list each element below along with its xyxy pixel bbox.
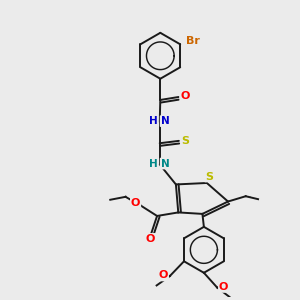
Text: S: S [181, 136, 189, 146]
Text: H: H [149, 158, 158, 169]
Text: methyl: methyl [247, 196, 252, 197]
Text: O: O [180, 92, 190, 101]
Text: O: O [159, 270, 168, 280]
Text: Br: Br [186, 36, 200, 46]
Text: S: S [205, 172, 213, 182]
Text: O: O [146, 234, 155, 244]
Text: O: O [219, 282, 228, 292]
Text: N: N [160, 116, 169, 126]
Text: N: N [160, 158, 169, 169]
Text: O: O [131, 198, 140, 208]
Text: H: H [149, 116, 158, 126]
